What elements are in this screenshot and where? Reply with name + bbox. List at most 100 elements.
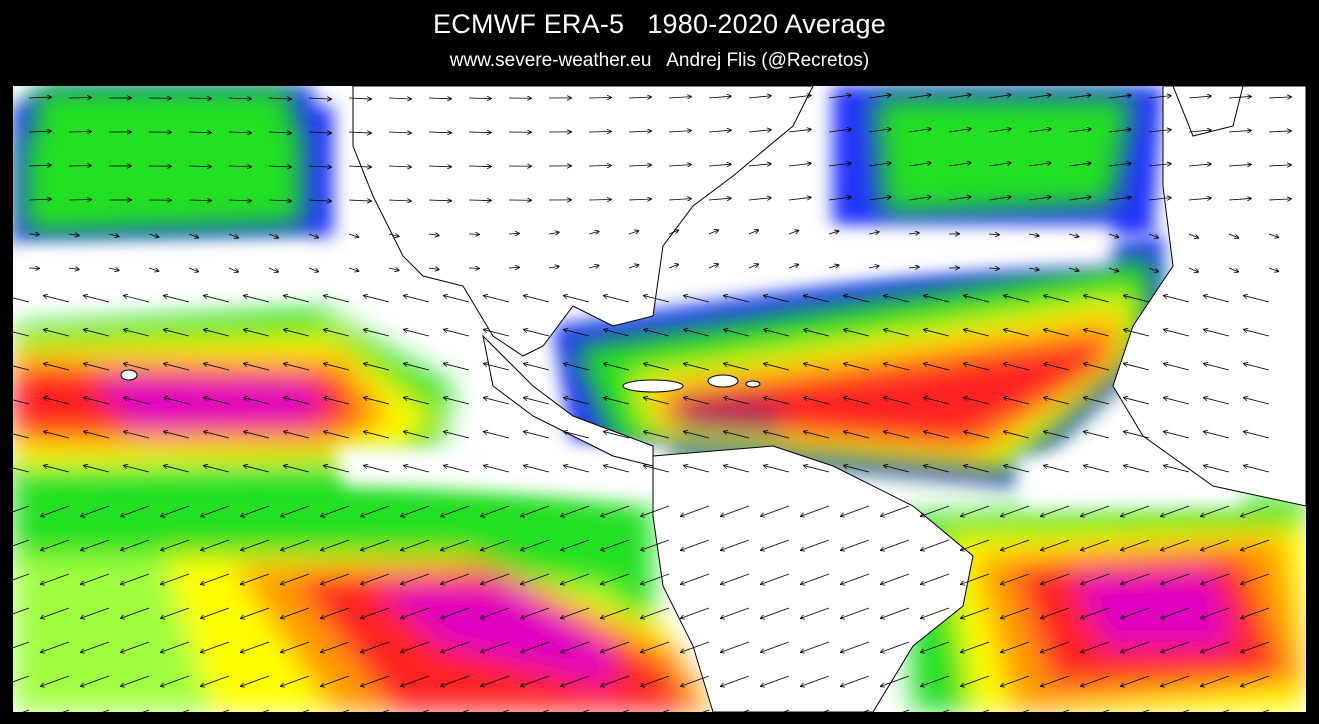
wind-arrow xyxy=(441,505,470,516)
wind-arrow xyxy=(484,296,510,303)
wind-arrow xyxy=(81,675,110,686)
wind-arrow xyxy=(988,129,1011,133)
wind-arrow xyxy=(484,330,510,337)
wind-arrow xyxy=(444,398,470,405)
wind-arrow xyxy=(524,364,550,371)
wind-arrow xyxy=(681,505,710,516)
wind-arrow xyxy=(828,163,851,167)
wind-arrow xyxy=(782,709,790,712)
wind-arrow xyxy=(961,539,990,550)
wind-arrow xyxy=(748,198,771,200)
wind-arrow xyxy=(1028,163,1051,167)
wind-arrow xyxy=(924,466,950,473)
wind-arrow xyxy=(1268,267,1278,271)
wind-arrow xyxy=(681,607,710,618)
wind-arrow xyxy=(121,641,150,652)
wind-arrow xyxy=(348,234,359,237)
wind-arrow xyxy=(244,432,270,439)
wind-arrow xyxy=(982,709,990,712)
wind-arrow xyxy=(881,607,910,618)
wind-arrow xyxy=(1244,432,1270,439)
wind-arrow xyxy=(524,466,550,473)
wind-arrow xyxy=(902,709,910,712)
wind-arrow xyxy=(1241,505,1270,516)
wind-arrow xyxy=(764,330,790,337)
wind-arrow xyxy=(484,398,510,405)
wind-arrow xyxy=(868,95,891,99)
wind-arrow xyxy=(1268,165,1291,166)
wind-arrow xyxy=(604,330,630,337)
wind-arrow xyxy=(588,199,611,200)
wind-arrow xyxy=(841,607,870,618)
wind-arrow xyxy=(1201,641,1230,652)
wind-arrow xyxy=(324,398,350,405)
wind-arrow xyxy=(582,709,590,712)
wind-arrow xyxy=(564,466,590,473)
wind-arrow xyxy=(281,675,310,686)
wind-arrow xyxy=(244,364,270,371)
wind-arrow xyxy=(124,330,150,337)
wind-arrow xyxy=(708,198,731,200)
wind-arrow xyxy=(948,95,971,99)
wind-arrow xyxy=(1004,432,1030,439)
wind-arrow xyxy=(161,675,190,686)
wind-arrow xyxy=(942,709,950,712)
wind-arrow xyxy=(241,505,270,516)
wind-arrow xyxy=(708,130,731,132)
wind-arrow xyxy=(41,607,70,618)
wind-arrow xyxy=(1044,296,1070,303)
wind-arrow xyxy=(924,296,950,303)
wind-arrow xyxy=(948,129,971,133)
wind-arrow xyxy=(521,505,550,516)
wind-arrow xyxy=(1102,709,1110,712)
wind-arrow xyxy=(841,641,870,652)
wind-arrow xyxy=(13,607,30,615)
wind-arrow xyxy=(801,573,830,584)
wind-arrow xyxy=(601,641,630,652)
wind-arrow xyxy=(788,95,811,99)
wind-arrow xyxy=(81,505,110,516)
wind-arrow xyxy=(444,296,470,303)
wind-arrow xyxy=(1164,330,1190,337)
wind-arrow xyxy=(884,398,910,405)
wind-arrow xyxy=(308,267,318,272)
wind-arrow xyxy=(1268,199,1291,200)
wind-arrow xyxy=(508,267,519,268)
wind-arrow xyxy=(761,607,790,618)
wind-arrow xyxy=(1004,364,1030,371)
wind-arrow xyxy=(1161,573,1190,584)
wind-arrow xyxy=(41,675,70,686)
wind-arrow xyxy=(644,330,670,337)
wind-arrow xyxy=(1124,296,1150,303)
wind-arrow xyxy=(361,539,390,550)
wind-arrow xyxy=(601,539,630,550)
wind-arrow xyxy=(228,200,251,201)
wind-arrow xyxy=(121,539,150,550)
wind-arrow xyxy=(748,164,771,166)
wind-arrow xyxy=(348,98,371,99)
wind-arrow xyxy=(44,466,70,473)
wind-arrow xyxy=(161,641,190,652)
wind-arrow xyxy=(601,505,630,516)
wind-arrow xyxy=(1148,130,1171,132)
wind-arrow xyxy=(41,641,70,652)
wind-arrow xyxy=(1124,466,1150,473)
wind-arrow xyxy=(81,573,110,584)
wind-arrow xyxy=(268,98,291,99)
wind-arrow xyxy=(681,539,710,550)
wind-arrow xyxy=(188,200,211,201)
wind-arrow xyxy=(28,97,51,98)
wind-arrow xyxy=(124,432,150,439)
wind-arrow xyxy=(468,166,491,167)
wind-arrow xyxy=(188,98,211,99)
wind-arrow xyxy=(668,199,691,200)
north-america xyxy=(352,86,814,357)
wind-arrow xyxy=(924,398,950,405)
wind-arrow xyxy=(41,505,70,516)
wind-arrow xyxy=(724,296,750,303)
wind-arrow xyxy=(284,466,310,473)
wind-arrow xyxy=(302,709,310,712)
wind-arrow xyxy=(884,364,910,371)
wind-arrow xyxy=(401,675,430,686)
wind-arrow xyxy=(1204,296,1230,303)
